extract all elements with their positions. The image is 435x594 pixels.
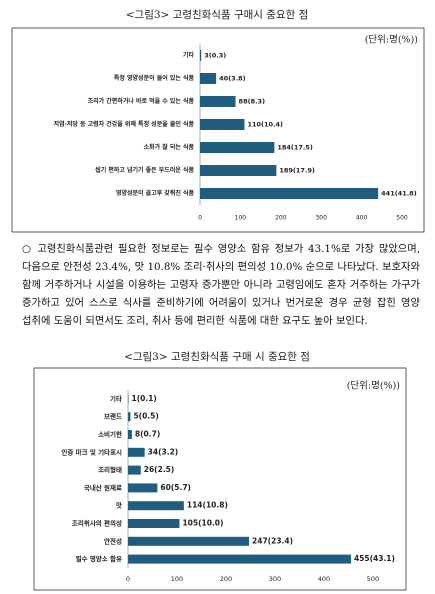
category-label: 특정 영양성분이 들어 있는 식품 <box>114 74 195 82</box>
bar <box>128 465 141 475</box>
x-tick-label: 0 <box>198 215 202 222</box>
value-label: 40(3.8) <box>219 75 246 83</box>
value-label: 26(2.5) <box>144 465 175 474</box>
chart-box <box>33 367 407 591</box>
bar <box>200 73 217 84</box>
paragraph: ○ 고령친화식품관련 필요한 정보로는 필수 영양소 함유 정보가 43.1%로… <box>22 243 420 327</box>
value-label: 1(0.1) <box>131 394 156 403</box>
x-tick-label: 300 <box>315 215 327 222</box>
bar <box>128 430 132 439</box>
x-tick-label: 400 <box>356 215 368 222</box>
bar <box>128 447 145 457</box>
value-label: 184(17.5) <box>277 144 313 152</box>
category-label: 조리취사의 편의성 <box>72 519 122 528</box>
category-label: 영양성분이 골고루 갖춰진 식품 <box>116 189 195 197</box>
category-label: 브랜드 <box>104 412 122 421</box>
category-label: 국내산 원재료 <box>84 483 122 492</box>
category-label: 조리형태 <box>98 465 122 474</box>
category-label: 소화가 잘 되는 식품 <box>144 143 195 151</box>
bar <box>200 119 245 130</box>
figure-caption: <그림3> 고령친화식품 구매 시 중요한 점 <box>124 351 310 363</box>
category-label: 기타 <box>110 394 122 403</box>
x-tick-label: 400 <box>318 575 330 583</box>
value-label: 189(17.9) <box>279 167 315 175</box>
value-label: 105(10.0) <box>182 519 223 528</box>
category-label: 씹기 편하고 넘기기 좋은 부드러운 식품 <box>95 166 194 174</box>
category-label: 안전성 <box>104 536 122 545</box>
value-label: 60(5.7) <box>160 483 191 492</box>
category-label: 필수 영양소 함유 <box>76 554 122 563</box>
figure-caption: <그림3> 고령친화식품 구매시 중요한 점 <box>126 9 309 21</box>
value-label: 34(3.2) <box>148 447 179 456</box>
value-label: 441(41.8) <box>381 190 417 198</box>
x-tick-label: 300 <box>269 575 281 583</box>
bar <box>200 50 202 61</box>
bar <box>200 96 236 107</box>
value-label: 5(0.5) <box>133 412 158 421</box>
x-tick-label: 500 <box>367 575 379 583</box>
x-tick-label: 500 <box>396 215 408 222</box>
value-label: 110(10.4) <box>247 121 283 129</box>
value-label: 455(43.1) <box>354 554 395 563</box>
bar <box>200 188 379 199</box>
value-label: 8(0.7) <box>135 430 160 439</box>
value-label: 114(10.8) <box>187 501 228 510</box>
x-tick-label: 100 <box>235 215 247 222</box>
bar <box>128 519 180 528</box>
unit-label: (단위:명(%)) <box>347 380 400 392</box>
value-label: 247(23.4) <box>252 536 293 545</box>
value-label: 88(8.3) <box>239 98 266 106</box>
x-tick-label: 200 <box>275 215 287 222</box>
bar <box>128 412 131 422</box>
x-tick-label: 100 <box>171 575 183 583</box>
bar <box>200 142 275 153</box>
value-label: 3(0.3) <box>204 52 226 60</box>
bar <box>128 554 351 564</box>
category-label: 조리가 간편하거나 바로 먹을 수 있는 식품 <box>88 97 195 105</box>
unit-label: (단위:명(%)) <box>365 34 418 46</box>
chart-box <box>11 27 425 233</box>
category-label: 맛 <box>116 501 122 510</box>
bar <box>128 536 250 546</box>
bar <box>128 483 158 493</box>
bar <box>128 501 184 511</box>
category-label: 기타 <box>183 51 195 59</box>
category-label: 인증 마크 및 기타표시 <box>61 447 122 456</box>
category-label: 저염·저당 등 고령자 건강을 위해 특정 성분을 줄인 식품 <box>54 120 195 128</box>
bar <box>200 165 277 176</box>
x-tick-label: 0 <box>126 575 130 583</box>
x-tick-label: 200 <box>220 575 232 583</box>
category-label: 소비기한 <box>98 430 122 439</box>
